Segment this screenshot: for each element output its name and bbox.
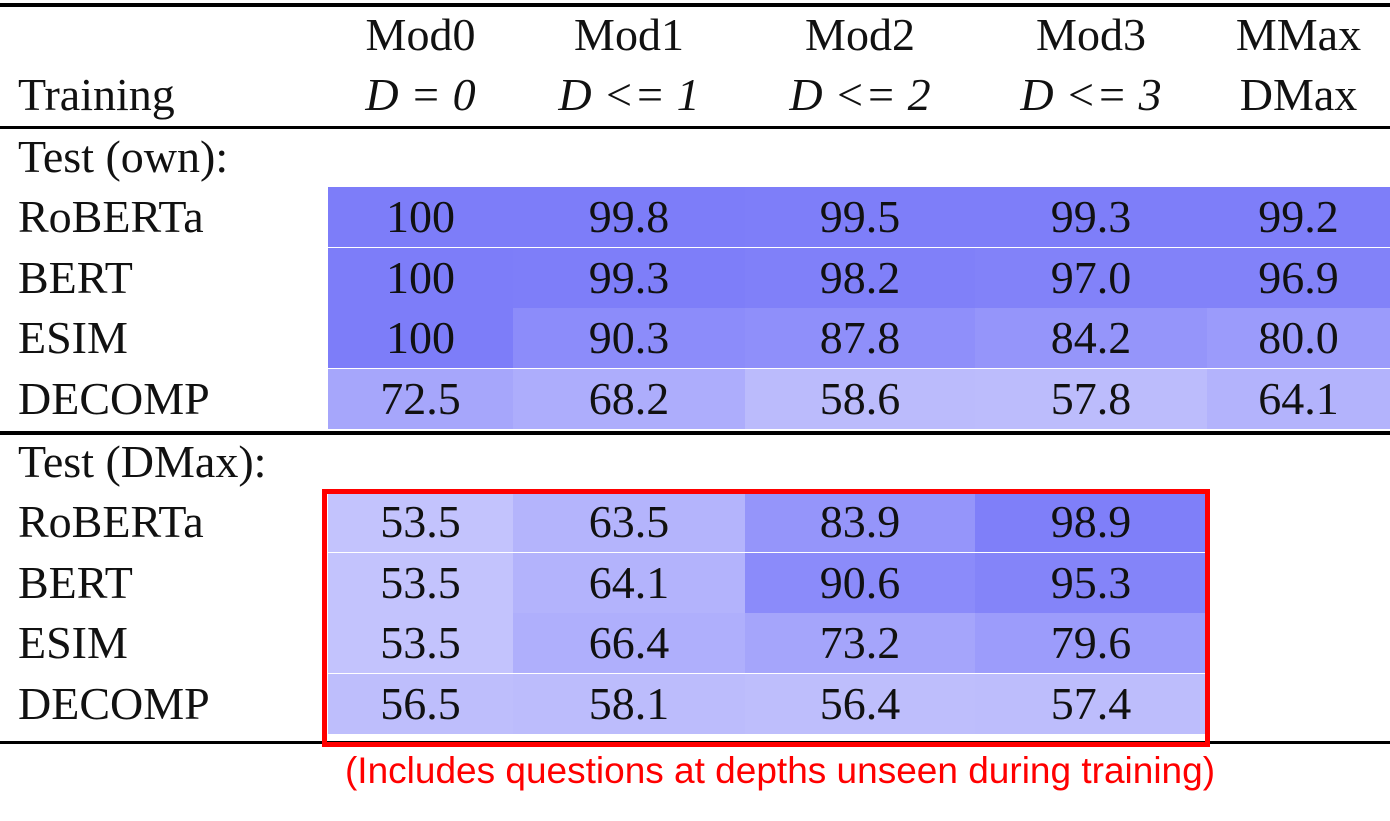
row-label: ESIM: [18, 617, 128, 668]
cell-value: 58.6: [819, 372, 901, 424]
heat-cell: [513, 492, 745, 552]
cell-value: 83.9: [819, 496, 901, 547]
heat-cell: [1207, 187, 1390, 247]
cell-value: 72.5: [380, 372, 461, 424]
cell-value: 58.1: [588, 677, 670, 729]
row-label: DECOMP: [18, 677, 210, 729]
cell-value: 96.9: [1258, 251, 1339, 303]
row-label: BERT: [18, 556, 133, 608]
heat-cell: [975, 368, 1207, 429]
cell-value: 66.4: [588, 617, 670, 668]
cell-value: 90.3: [588, 312, 670, 363]
cell-value: 98.9: [1050, 496, 1132, 547]
heat-cell: [1207, 368, 1390, 429]
heat-cell: [975, 187, 1207, 247]
header-rule: [0, 126, 1390, 129]
heat-cell: [745, 247, 975, 308]
row-label: DECOMP: [18, 372, 210, 424]
column-depth: D <= 2: [789, 69, 931, 120]
cell-value: 80.0: [1258, 312, 1339, 363]
cell-value: 63.5: [588, 496, 670, 547]
cell-value: 99.2: [1258, 191, 1339, 242]
heat-cell: [513, 247, 745, 308]
heat-cell: [745, 492, 975, 552]
heat-cell: [975, 552, 1207, 613]
cell-value: 99.8: [588, 191, 670, 242]
column-name: Mod1: [574, 9, 684, 60]
cell-value: 53.5: [380, 496, 461, 547]
heat-cell: [975, 492, 1207, 552]
heat-cell: [513, 552, 745, 613]
heat-cell: [1207, 247, 1390, 308]
heat-cell: [328, 368, 513, 429]
heat-cell: [328, 552, 513, 613]
cell-value: 53.5: [380, 617, 461, 668]
cell-value: 100: [386, 191, 455, 242]
row-label: BERT: [18, 251, 133, 303]
heat-cell: [328, 673, 513, 734]
cell-value: 87.8: [819, 312, 901, 363]
heat-cell: [513, 368, 745, 429]
heat-cell: [975, 247, 1207, 308]
heat-cell: [745, 308, 975, 368]
cell-value: 79.6: [1050, 617, 1132, 668]
cell-value: 57.8: [1050, 372, 1132, 424]
cell-value: 99.3: [1050, 191, 1132, 242]
cell-value: 57.4: [1050, 677, 1132, 729]
heat-cell: [513, 187, 745, 247]
heat-cell: [328, 187, 513, 247]
heat-cell: [513, 673, 745, 734]
column-name: Mod2: [805, 9, 915, 60]
cell-value: 100: [386, 312, 455, 363]
cell-value: 56.4: [819, 677, 901, 729]
row-label: RoBERTa: [18, 496, 204, 547]
heat-cell: [1207, 308, 1390, 368]
column-depth: DMax: [1239, 69, 1358, 120]
section-rule: [0, 431, 1390, 435]
heat-cell: [328, 247, 513, 308]
heat-cell: [975, 673, 1207, 734]
note: (Includes questions at depths unseen dur…: [344, 750, 1216, 791]
column-depth: D <= 3: [1020, 69, 1162, 120]
cell-value: 90.6: [819, 556, 901, 608]
column-name: MMax: [1235, 9, 1362, 60]
heat-cell: [745, 673, 975, 734]
heat-cell: [745, 187, 975, 247]
cell-value: 99.3: [588, 251, 670, 303]
cell-value: 84.2: [1050, 312, 1132, 363]
highlight-box: [322, 489, 1210, 747]
row-label: ESIM: [18, 312, 128, 363]
heat-cell: [975, 613, 1207, 673]
heat-cell: [328, 308, 513, 368]
heat-cell: [975, 308, 1207, 368]
heat-cell: [745, 613, 975, 673]
column-name: Mod3: [1036, 9, 1146, 60]
row-label: RoBERTa: [18, 191, 204, 242]
cell-value: 99.5: [819, 191, 901, 242]
cell-value: 97.0: [1050, 251, 1132, 303]
column-depth: D <= 1: [558, 69, 700, 120]
cell-value: 56.5: [380, 677, 461, 729]
heat-cell: [513, 308, 745, 368]
top-rule: [0, 3, 1390, 7]
column-label: Training: [18, 69, 175, 120]
column-depth: D = 0: [365, 69, 476, 120]
heat-cell: [328, 492, 513, 552]
heat-cell: [513, 613, 745, 673]
cell-value: 64.1: [1258, 372, 1339, 424]
heat-cell: [328, 613, 513, 673]
heat-cell: [745, 552, 975, 613]
cell-value: 95.3: [1050, 556, 1132, 608]
cell-value: 98.2: [819, 251, 901, 303]
cell-value: 64.1: [588, 556, 670, 608]
section-title: Test (DMax):: [18, 436, 267, 487]
cell-value: 73.2: [819, 617, 901, 668]
heat-cell: [745, 368, 975, 429]
column-name: Mod0: [365, 9, 476, 60]
cell-value: 68.2: [588, 372, 670, 424]
section-title: Test (own):: [18, 131, 229, 182]
cell-value: 100: [386, 251, 455, 303]
cell-value: 53.5: [380, 556, 461, 608]
